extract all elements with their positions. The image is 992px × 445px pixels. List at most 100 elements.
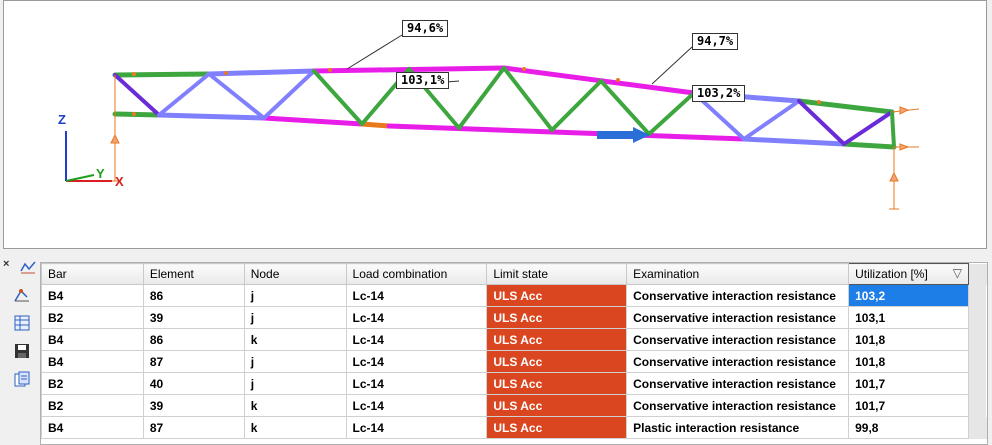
bottom-chord-member[interactable] — [741, 136, 847, 147]
cell-node[interactable]: k — [243, 394, 347, 417]
column-header-load-combination[interactable]: Load combination — [345, 263, 488, 285]
chart-icon[interactable] — [16, 256, 40, 278]
cell-utilization[interactable]: 99,8 — [848, 416, 969, 439]
column-header-utilization[interactable]: Utilization [%] ▽ — [848, 263, 969, 285]
bottom-chord-member[interactable] — [112, 111, 162, 118]
cell-limit-state[interactable]: ULS Acc — [486, 394, 628, 417]
table-icon[interactable] — [10, 312, 34, 334]
cell-element[interactable]: 86 — [142, 284, 245, 307]
cell-load-combination[interactable]: Lc-14 — [345, 416, 488, 439]
table-row[interactable]: B4 86 j Lc-14 ULS Acc Conservative interactio… — [41, 284, 987, 307]
cell-element[interactable]: 39 — [142, 394, 245, 417]
cell-node[interactable]: k — [243, 416, 347, 439]
filter-icon[interactable]: ▽ — [952, 266, 962, 280]
scrollbar-track[interactable] — [968, 263, 987, 285]
scrollbar-track[interactable] — [968, 416, 987, 439]
diagonal-member[interactable] — [207, 72, 266, 120]
top-chord-member[interactable] — [796, 98, 895, 115]
scrollbar-track[interactable] — [968, 306, 987, 329]
cell-load-combination[interactable]: Lc-14 — [345, 350, 488, 373]
cell-limit-state[interactable]: ULS Acc — [486, 372, 628, 395]
bottom-chord-member[interactable] — [359, 121, 392, 129]
table-row[interactable]: B2 40 j Lc-14 ULS Acc Conservative interactio… — [41, 372, 987, 395]
column-header-bar[interactable]: Bar — [41, 263, 144, 285]
diagonal-member[interactable] — [113, 73, 161, 117]
diagonal-member[interactable] — [742, 99, 801, 141]
cell-limit-state[interactable]: ULS Acc — [486, 284, 628, 307]
cell-bar[interactable]: B4 — [41, 328, 144, 351]
cell-examination[interactable]: Conservative interaction resistance — [626, 328, 850, 351]
top-chord-member[interactable] — [112, 71, 212, 78]
cell-load-combination[interactable]: Lc-14 — [345, 394, 488, 417]
cell-examination[interactable]: Conservative interaction resistance — [626, 350, 850, 373]
cell-limit-state[interactable]: ULS Acc — [486, 328, 628, 351]
cell-load-combination[interactable]: Lc-14 — [345, 372, 488, 395]
diagonal-member[interactable] — [599, 79, 651, 136]
cell-load-combination[interactable]: Lc-14 — [345, 328, 488, 351]
cell-utilization[interactable]: 101,7 — [848, 372, 969, 395]
table-row[interactable]: B4 87 k Lc-14 ULS Acc Plastic interaction res… — [41, 416, 987, 439]
cell-bar[interactable]: B2 — [41, 372, 144, 395]
cell-bar[interactable]: B4 — [41, 416, 144, 439]
diagonal-member[interactable] — [647, 91, 696, 136]
diagonal-member[interactable] — [312, 69, 364, 126]
vertical-member[interactable] — [890, 110, 896, 149]
diagonal-member[interactable] — [550, 79, 603, 132]
cell-node[interactable]: j — [243, 372, 347, 395]
cell-element[interactable]: 87 — [142, 350, 245, 373]
cell-bar[interactable]: B2 — [41, 394, 144, 417]
table-row[interactable]: B4 87 j Lc-14 ULS Acc Conservative interactio… — [41, 350, 987, 373]
scrollbar-track[interactable] — [968, 284, 987, 307]
cell-bar[interactable]: B4 — [41, 284, 144, 307]
cell-node[interactable]: j — [243, 284, 347, 307]
cell-examination[interactable]: Conservative interaction resistance — [626, 394, 850, 417]
cell-limit-state[interactable]: ULS Acc — [486, 416, 628, 439]
export-icon[interactable] — [10, 368, 34, 390]
cell-limit-state[interactable]: ULS Acc — [486, 306, 628, 329]
cell-utilization[interactable]: 101,8 — [848, 350, 969, 373]
cell-utilization[interactable]: 101,8 — [848, 328, 969, 351]
model-viewport[interactable]: 94,6% 94,7% 103,1% 103,2% Z Y X — [3, 0, 987, 249]
cell-node[interactable]: k — [243, 328, 347, 351]
cell-load-combination[interactable]: Lc-14 — [345, 306, 488, 329]
table-row[interactable]: B2 39 k Lc-14 ULS Acc Conservative interactio… — [41, 394, 987, 417]
bottom-chord-member[interactable] — [156, 112, 267, 121]
cell-examination[interactable]: Conservative interaction resistance — [626, 284, 850, 307]
scrollbar-track[interactable] — [968, 328, 987, 351]
cell-utilization[interactable]: 101,7 — [848, 394, 969, 417]
cell-element[interactable]: 86 — [142, 328, 245, 351]
table-row[interactable]: B4 86 k Lc-14 ULS Acc Conservative interactio… — [41, 328, 987, 351]
diagonal-member[interactable] — [262, 69, 316, 120]
column-header-examination[interactable]: Examination — [626, 263, 850, 285]
scrollbar-track[interactable] — [968, 372, 987, 395]
cell-load-combination[interactable]: Lc-14 — [345, 284, 488, 307]
cell-utilization[interactable]: 103,1 — [848, 306, 969, 329]
cell-element[interactable]: 87 — [142, 416, 245, 439]
cell-node[interactable]: j — [243, 306, 347, 329]
bottom-chord-member[interactable] — [841, 141, 897, 150]
cell-examination[interactable]: Conservative interaction resistance — [626, 306, 850, 329]
close-panel-button[interactable]: × — [3, 258, 10, 270]
cell-limit-state[interactable]: ULS Acc — [486, 350, 628, 373]
cell-utilization[interactable]: 103,2 — [848, 284, 969, 307]
results-table-container[interactable]: Bar Element Node Load combination Limit … — [40, 262, 988, 445]
column-header-element[interactable]: Element — [142, 263, 245, 285]
save-icon[interactable] — [10, 340, 34, 362]
column-header-limit-state[interactable]: Limit state — [486, 263, 628, 285]
bottom-chord-member[interactable] — [261, 115, 365, 127]
cell-examination[interactable]: Plastic interaction resistance — [626, 416, 850, 439]
cell-examination[interactable]: Conservative interaction resistance — [626, 372, 850, 395]
bottom-chord-member[interactable] — [386, 123, 747, 142]
structure-icon[interactable] — [10, 284, 34, 306]
cell-bar[interactable]: B2 — [41, 306, 144, 329]
column-header-node[interactable]: Node — [243, 263, 347, 285]
scrollbar-track[interactable] — [968, 350, 987, 373]
cell-element[interactable]: 40 — [142, 372, 245, 395]
diagonal-member[interactable] — [842, 110, 894, 146]
table-row[interactable]: B2 39 j Lc-14 ULS Acc Conservative interactio… — [41, 306, 987, 329]
diagonal-member[interactable] — [502, 66, 554, 132]
truss-model[interactable] — [4, 1, 988, 250]
cell-node[interactable]: j — [243, 350, 347, 373]
scrollbar-track[interactable] — [968, 394, 987, 417]
diagonal-member[interactable] — [457, 66, 506, 130]
